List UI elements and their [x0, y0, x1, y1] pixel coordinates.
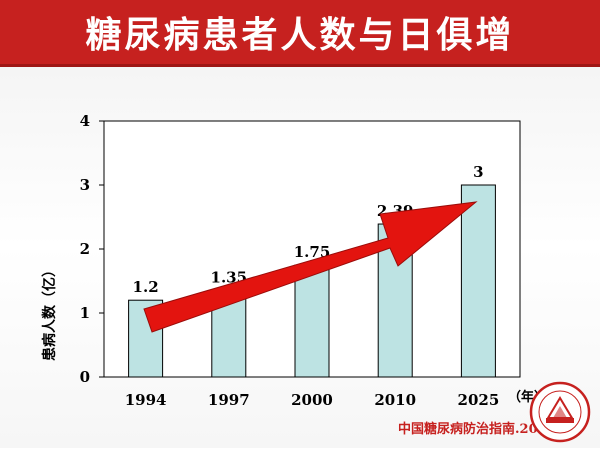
- hospital-seal-logo: [529, 381, 591, 443]
- y-tick-label: 3: [80, 176, 90, 194]
- bar-value-label: 1.75: [294, 243, 331, 261]
- x-tick-label: 1994: [125, 391, 167, 409]
- x-tick-label: 2000: [291, 391, 333, 409]
- bar-value-label: 3: [473, 163, 483, 181]
- y-tick-label: 2: [80, 240, 90, 258]
- y-axis-label: 患病人数（亿）: [41, 263, 58, 361]
- y-tick-label: 0: [80, 368, 90, 386]
- x-tick-label: 1997: [208, 391, 250, 409]
- y-axis: 0 1 2 3 4: [80, 112, 104, 386]
- slide-title: 糖尿病患者人数与日俱增: [85, 14, 515, 56]
- trend-arrow: [143, 201, 478, 333]
- y-tick-label: 1: [80, 304, 90, 322]
- bar-2025: [460, 184, 496, 378]
- source-citation: 中国糖尿病防治指南.2005: [398, 422, 556, 437]
- bar-value-label: 1.2: [133, 278, 159, 296]
- x-tick-label: 2025: [458, 391, 500, 409]
- title-bar: 糖尿病患者人数与日俱增: [0, 0, 600, 67]
- x-tick-label: 2010: [374, 391, 416, 409]
- y-tick-label: 4: [80, 112, 90, 130]
- bar-2000: [294, 264, 330, 378]
